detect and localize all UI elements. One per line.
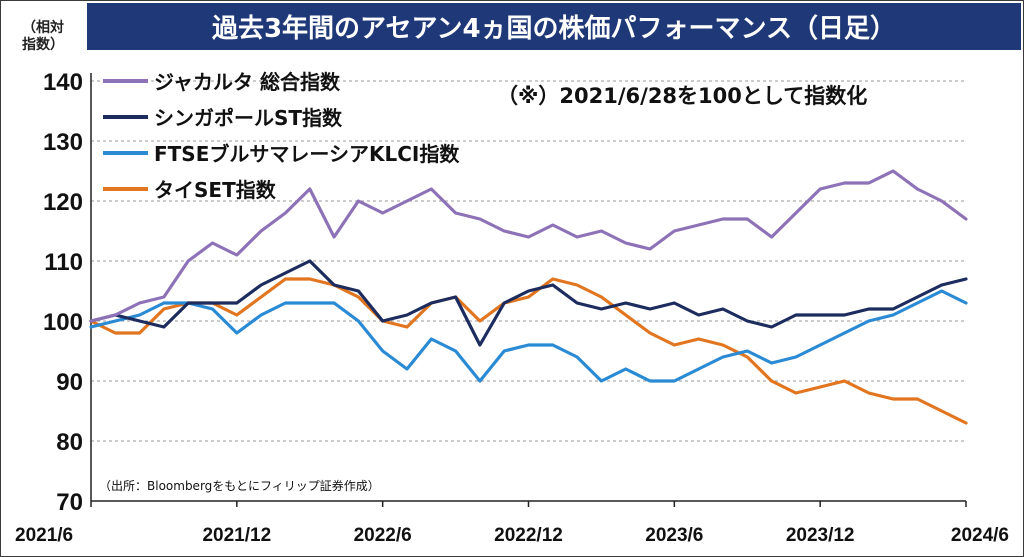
y-axis-label: （相対指数） <box>22 19 64 53</box>
series-line <box>89 289 968 383</box>
series-line <box>89 169 968 323</box>
gridlines <box>91 80 966 442</box>
x-tick-label: 2024/6 <box>951 525 1009 546</box>
legend-label: シンガポールST指数 <box>154 106 343 130</box>
y-tick-label: 80 <box>56 429 83 456</box>
series-line <box>89 259 968 347</box>
y-tick-label: 110 <box>44 249 83 276</box>
y-tick-label: 130 <box>43 129 83 156</box>
series-line <box>89 277 968 425</box>
legend-label: FTSEブルサマレーシアKLCI指数 <box>154 142 460 166</box>
x-tick-labels: 2021/6 2021/12 2022/6 2022/12 2023/6 2023/12 2… <box>15 525 1009 546</box>
legend-label: タイSET指数 <box>154 178 277 202</box>
x-tick-label: 2023/6 <box>645 525 703 546</box>
chart-title: 過去3年間のアセアン4ヵ国の株価パフォーマンス（日足） <box>212 13 896 44</box>
x-tick-label: 2022/6 <box>354 525 412 546</box>
y-tick-label: 120 <box>43 189 83 216</box>
y-tick-label: 70 <box>56 489 83 516</box>
source-note: （出所：Bloombergをもとにフィリップ証券作成） <box>99 478 380 493</box>
index-note: （※）2021/6/28を100として指数化 <box>497 84 867 108</box>
legend-label: ジャカルタ 総合指数 <box>154 70 341 94</box>
x-tick-label: 2023/12 <box>786 525 855 546</box>
y-tick-label: 140 <box>43 69 83 96</box>
x-tick-label: 2021/12 <box>202 525 271 546</box>
x-tick-label: 2022/12 <box>494 525 563 546</box>
x-tick-label: 2021/6 <box>15 525 73 546</box>
series-lines <box>89 169 968 425</box>
title-bar <box>87 3 1021 50</box>
y-tick-label: 100 <box>43 309 83 336</box>
y-tick-label: 90 <box>56 369 83 396</box>
axes <box>90 73 967 507</box>
y-tick-labels: 140 130 120 110 100 90 80 70 <box>43 69 83 516</box>
